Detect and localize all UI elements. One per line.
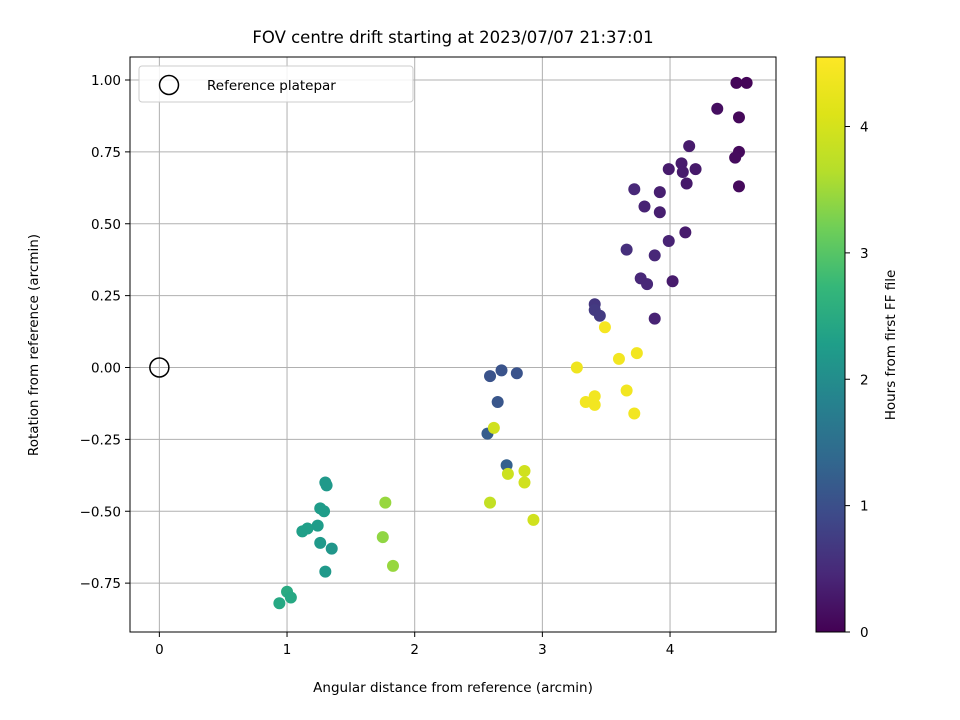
data-point (495, 364, 508, 377)
data-point (732, 180, 745, 193)
colorbar-frame (815, 56, 846, 633)
data-point (386, 559, 399, 572)
data-point (612, 352, 625, 365)
x-tick-label: 1 (283, 642, 292, 658)
colorbar-ticks: 0 1 2 3 4 (845, 120, 869, 641)
colorbar-gradient (816, 57, 845, 632)
data-point (628, 407, 641, 420)
data-point (284, 591, 297, 604)
colorbar-tick-label: 0 (860, 625, 869, 641)
data-point (487, 421, 500, 434)
data-point (518, 476, 531, 489)
data-point (630, 347, 643, 360)
data-point (711, 102, 724, 115)
data-point (648, 312, 661, 325)
colorbar-tick-label: 3 (860, 246, 869, 262)
legend-box (138, 65, 414, 103)
plot-frame (129, 56, 777, 633)
data-point (588, 390, 601, 403)
y-axis-label: Rotation from reference (arcmin) (26, 234, 42, 456)
x-axis-ticks: 0 1 2 3 4 (155, 632, 674, 658)
data-point (653, 206, 666, 219)
colorbar: 0 1 2 3 4 Hours from first FF file (815, 56, 899, 641)
data-point (648, 249, 661, 262)
y-tick-label: −0.50 (80, 504, 121, 520)
x-tick-label: 0 (155, 642, 164, 658)
x-tick-label: 3 (538, 642, 547, 658)
colorbar-label: Hours from first FF file (883, 270, 899, 421)
legend: Reference platepar (138, 65, 414, 103)
x-tick-label: 4 (666, 642, 675, 658)
colorbar-tick-label: 4 (860, 120, 869, 136)
data-point (593, 309, 606, 322)
data-point (730, 76, 743, 89)
y-tick-label: 0.00 (91, 361, 121, 377)
data-point (301, 522, 314, 535)
data-point (689, 163, 702, 176)
legend-reference-marker (158, 74, 180, 96)
data-point (379, 496, 392, 509)
data-point (679, 226, 692, 239)
data-point (628, 183, 641, 196)
data-point (641, 278, 654, 291)
data-point (484, 496, 497, 509)
data-point (325, 542, 338, 555)
data-point (729, 151, 742, 164)
data-point (620, 243, 633, 256)
data-point (376, 531, 389, 544)
data-point (273, 597, 286, 610)
chart-title: FOV centre drift starting at 2023/07/07 … (252, 28, 653, 47)
data-point (662, 235, 675, 247)
y-tick-label: 0.25 (91, 289, 121, 305)
data-point (491, 396, 504, 408)
y-axis-ticks: −0.75 −0.50 −0.25 0.00 0.25 0.50 0.75 1.00 (80, 73, 130, 592)
data-point (314, 536, 327, 549)
data-point (527, 513, 540, 526)
data-point (740, 76, 753, 89)
y-tick-label: 0.50 (91, 217, 121, 233)
data-point (683, 140, 696, 153)
plot-area: 0 1 2 3 4 −0.75 −0.50 −0.25 0.00 0.25 0.50 0.75 1.0… (80, 56, 777, 658)
data-point (318, 505, 331, 518)
data-point (638, 200, 651, 213)
y-tick-label: −0.75 (80, 576, 121, 592)
data-point (311, 519, 324, 532)
data-point (588, 398, 601, 411)
data-point (666, 275, 679, 288)
reference-platepar-marker (149, 357, 170, 378)
data-point (653, 186, 666, 199)
data-point (620, 384, 633, 397)
x-axis-label: Angular distance from reference (arcmin) (313, 680, 593, 696)
data-point (676, 166, 689, 178)
data-point (518, 465, 531, 477)
plot-background (130, 57, 776, 632)
y-tick-label: 0.75 (91, 145, 121, 161)
x-tick-label: 2 (410, 642, 419, 658)
data-point (732, 111, 745, 124)
data-point (510, 367, 523, 380)
data-point (662, 163, 675, 176)
data-point (570, 361, 583, 374)
data-point (598, 321, 611, 334)
legend-entry-reference-platepar: Reference platepar (207, 78, 336, 94)
data-point (319, 565, 332, 578)
y-tick-label: −0.25 (80, 432, 121, 448)
reference-marker-group (149, 357, 170, 378)
data-point (320, 479, 333, 492)
y-tick-label: 1.00 (91, 73, 121, 89)
grid-lines (130, 57, 776, 632)
data-point (501, 467, 514, 480)
colorbar-tick-label: 1 (860, 499, 869, 515)
data-point (680, 177, 693, 190)
data-points (273, 76, 753, 610)
data-point (484, 370, 497, 383)
colorbar-tick-label: 2 (860, 372, 869, 388)
